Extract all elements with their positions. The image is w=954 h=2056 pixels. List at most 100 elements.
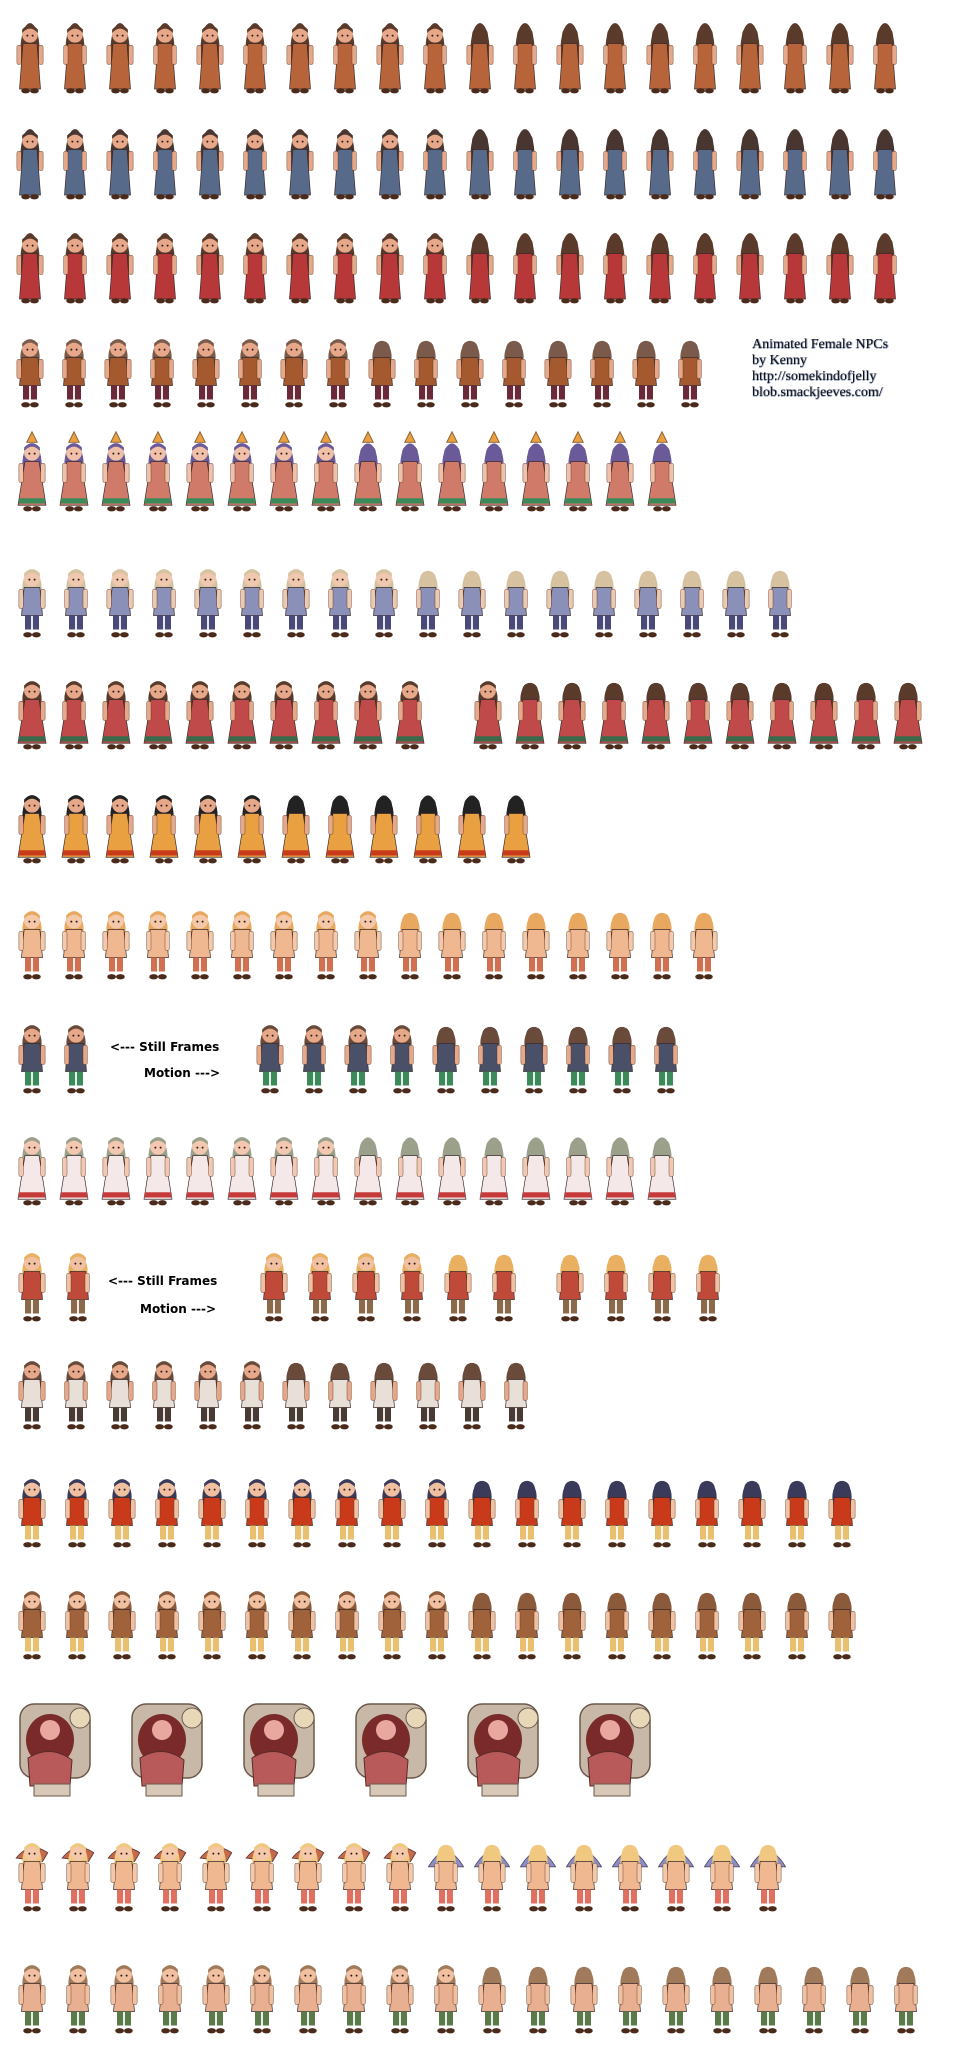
crowned-noblewoman-frame-10 (395, 430, 425, 512)
brown-dress-woman-frame-20 (873, 23, 897, 94)
coat-girl-frame-6 (238, 339, 262, 408)
brown-dress-woman-frame-13 (556, 23, 584, 94)
scroll-reader-woman-frame-6 (240, 569, 264, 638)
fan-dancer-frame-2 (61, 795, 91, 864)
blue-dress-woman-frame-8 (333, 129, 357, 200)
brown-dress-woman-frame-5 (196, 23, 224, 94)
blonde-child-frame-13 (522, 912, 550, 980)
hat-girl-back-frame-13 (558, 1592, 586, 1660)
shrine-maiden-frame-8 (311, 1137, 341, 1206)
scroll-reader-woman-frame-12 (504, 570, 528, 638)
green-stole-girl-frame-8 (342, 1965, 366, 2034)
parasol-girl-frame-11 (473, 1844, 511, 1912)
brown-dress-woman-frame-16 (693, 23, 717, 94)
brown-dress-woman-frame-14 (603, 23, 627, 94)
red-and-green-robed-women-frame-1 (17, 681, 47, 750)
sprite-row-shrine-maiden (0, 1124, 954, 1220)
pizza-chef-girl-frame-5 (198, 1479, 226, 1548)
green-stole-girl-frame-2 (66, 1965, 90, 2034)
scroll-reader-woman-frame-5 (194, 569, 222, 638)
crowned-noblewoman-frame-4 (143, 430, 173, 512)
white-shirt-girl-frame-7 (282, 1362, 310, 1430)
hat-girl-back-frame-8 (335, 1591, 359, 1660)
parasol-girl-frame-17 (749, 1844, 787, 1912)
red-and-green-robed-women-frame-5 (185, 681, 215, 750)
pizza-chef-girl-frame-6 (245, 1479, 269, 1548)
red-vest-girl-frame-4 (308, 1253, 332, 1322)
green-stole-girl-frame-4 (158, 1965, 182, 2034)
green-stole-girl-frame-11 (478, 1966, 506, 2034)
coat-girl-frame-12 (502, 340, 526, 408)
grey-kimono-woman-frame-9 (520, 1026, 548, 1094)
sprite-row-white-shirt-girl (0, 1348, 954, 1440)
parasol-girl-frame-2 (61, 1843, 95, 1912)
grey-kimono-woman-frame-2 (64, 1025, 88, 1094)
hat-girl-back-frame-4 (155, 1591, 179, 1660)
brown-dress-woman-frame-19 (826, 23, 854, 94)
shrine-maiden-frame-1 (17, 1137, 47, 1206)
shrine-maiden-frame-10 (395, 1137, 425, 1206)
green-stole-girl-frame-15 (662, 1966, 690, 2034)
throne-queen-frame-5 (467, 1703, 539, 1797)
grey-kimono-woman-frame-5 (344, 1025, 372, 1094)
red-vest-girl-frame-7 (444, 1254, 472, 1322)
shrine-maiden-frame-4 (143, 1137, 173, 1206)
blonde-child-frame-11 (438, 912, 466, 980)
blonde-child-frame-2 (62, 911, 86, 980)
green-stole-girl-frame-13 (570, 1966, 598, 2034)
blue-dress-woman-frame-3 (106, 129, 134, 200)
fan-dancer-frame-6 (237, 795, 267, 864)
pizza-chef-girl-frame-9 (378, 1479, 406, 1548)
blue-dress-woman-frame-7 (286, 129, 314, 200)
red-and-green-robed-women-frame-13 (557, 682, 587, 750)
blonde-child-frame-6 (230, 911, 254, 980)
throne-queen-frame-4 (355, 1703, 427, 1797)
coat-girl-frame-4 (150, 339, 174, 408)
scroll-reader-woman-frame-11 (458, 570, 486, 638)
parasol-girl-frame-16 (703, 1844, 741, 1912)
parasol-girl-frame-13 (565, 1844, 603, 1912)
red-and-green-robed-women-frame-21 (893, 682, 923, 750)
hat-girl-back-frame-11 (468, 1592, 496, 1660)
red-dress-woman-frame-3 (106, 233, 134, 304)
coat-girl-frame-8 (326, 339, 350, 408)
red-vest-girl-frame-2 (66, 1253, 90, 1322)
parasol-girl-frame-8 (337, 1843, 371, 1912)
scroll-reader-woman-frame-10 (416, 570, 440, 638)
white-shirt-girl-frame-5 (194, 1361, 222, 1430)
green-stole-girl-frame-16 (710, 1966, 734, 2034)
hat-girl-back-frame-12 (515, 1592, 539, 1660)
blue-dress-woman-frame-5 (196, 129, 224, 200)
blue-dress-woman-frame-10 (423, 129, 447, 200)
sprite-row-parasol-girl (0, 1830, 954, 1930)
shrine-maiden-frame-3 (101, 1137, 131, 1206)
fan-dancer-frame-11 (457, 795, 487, 864)
red-and-green-robed-women-frame-7 (269, 681, 299, 750)
hat-girl-back-frame-15 (648, 1592, 676, 1660)
shrine-maiden-frame-11 (437, 1137, 467, 1206)
red-dress-woman-frame-4 (153, 233, 177, 304)
hat-girl-back-frame-7 (288, 1591, 316, 1660)
parasol-girl-frame-15 (657, 1844, 695, 1912)
red-dress-woman-frame-8 (333, 233, 357, 304)
pizza-chef-girl-frame-8 (335, 1479, 359, 1548)
pizza-chef-girl-frame-18 (785, 1480, 809, 1548)
green-stole-girl-frame-7 (294, 1965, 322, 2034)
green-stole-girl-frame-5 (202, 1965, 230, 2034)
shrine-maiden-frame-6 (227, 1137, 257, 1206)
fan-dancer-frame-4 (149, 795, 179, 864)
blonde-child-frame-7 (270, 911, 298, 980)
crowned-noblewoman-frame-15 (605, 430, 635, 512)
sprite-row-brown-dress-woman (0, 12, 954, 98)
blonde-child-frame-17 (690, 912, 718, 980)
sprite-row-hat-girl-back (0, 1578, 954, 1674)
red-dress-woman-frame-9 (376, 233, 404, 304)
red-vest-girl-frame-12 (696, 1254, 720, 1322)
crowned-noblewoman-frame-11 (437, 430, 467, 512)
red-and-green-robed-women-frame-6 (227, 681, 257, 750)
coat-girl-frame-1 (16, 339, 44, 408)
grey-kimono-woman-frame-3 (256, 1025, 284, 1094)
fan-dancer-frame-12 (501, 795, 531, 864)
fan-dancer-frame-7 (281, 795, 311, 864)
